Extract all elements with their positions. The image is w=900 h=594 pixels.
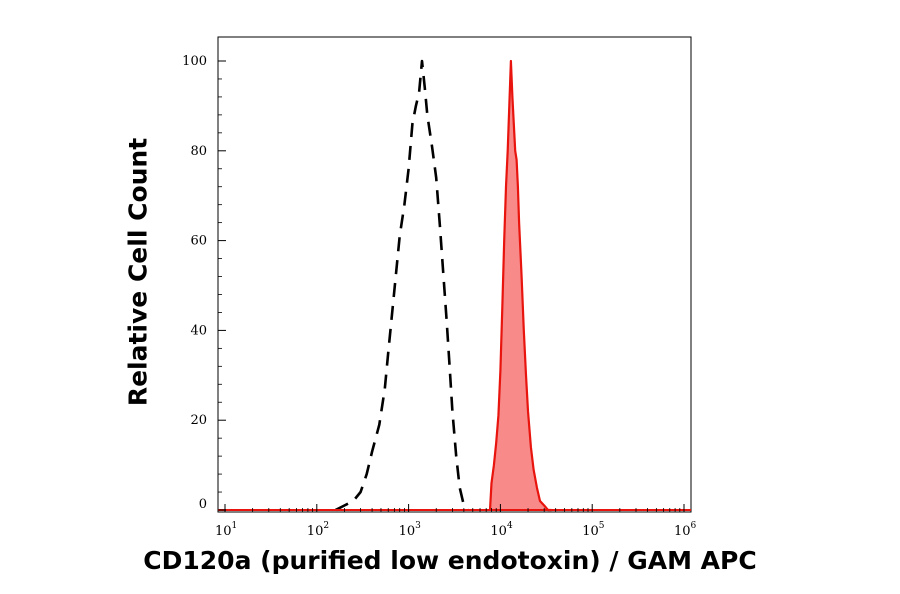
y-tick-label: 0	[199, 497, 207, 512]
x-axis-title: CD120a (purified low endotoxin) / GAM AP…	[143, 546, 757, 575]
x-tick-label: 102	[307, 521, 329, 539]
series-1-fill	[490, 61, 552, 510]
y-axis-title: Relative Cell Count	[123, 137, 153, 407]
x-tick-label: 101	[215, 521, 237, 539]
y-tick-label: 60	[190, 234, 207, 249]
y-tick-label: 40	[190, 323, 207, 338]
x-tick-label: 106	[674, 521, 697, 539]
plot-frame	[217, 36, 692, 513]
x-tick-label: 103	[399, 521, 422, 539]
y-axis: 0 20 40 60 80 100	[182, 54, 226, 512]
series-1-line	[488, 59, 552, 512]
series-0-line	[334, 59, 469, 512]
x-tick-label: 105	[582, 521, 605, 539]
y-tick-label: 100	[182, 54, 207, 69]
x-tick-label: 104	[490, 521, 513, 539]
y-tick-label: 20	[190, 413, 207, 428]
y-tick-label: 80	[190, 144, 207, 159]
series-layer	[218, 59, 691, 512]
